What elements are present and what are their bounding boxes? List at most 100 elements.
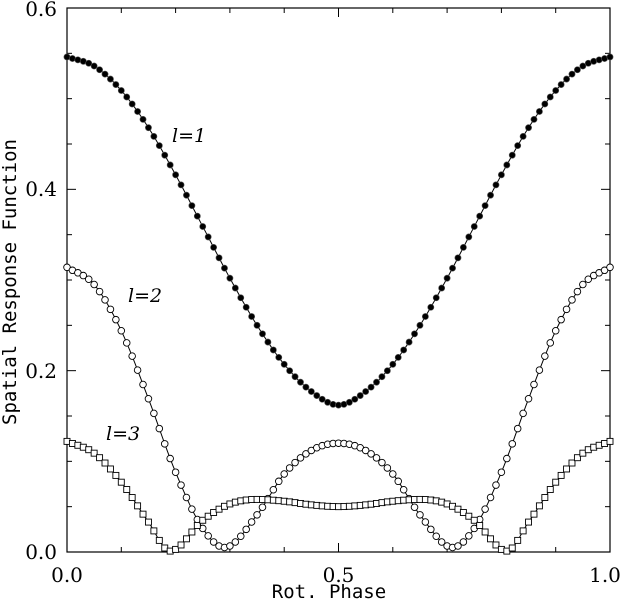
series-1-point [199, 223, 207, 230]
axis-ticks [66, 7, 611, 553]
series-2-point [361, 446, 370, 455]
series-1-point [519, 132, 527, 140]
series-2-point [144, 395, 153, 403]
series-1-point [107, 75, 114, 83]
series-2-point [530, 380, 538, 389]
series-label-l3: l=3 [106, 423, 140, 445]
series-1-point [546, 93, 554, 101]
series-1-point [373, 378, 380, 386]
series-1-point [470, 223, 478, 230]
series-2-point [427, 525, 435, 534]
series-2-point [269, 486, 278, 494]
series-1-point [150, 132, 158, 140]
series-3-point [101, 459, 109, 467]
series-label-l2: l=2 [128, 285, 162, 307]
series-1-point [438, 284, 446, 292]
series-1-point [280, 360, 288, 368]
series-2-point [421, 518, 430, 526]
series-2-point [562, 305, 571, 314]
series-2-point [226, 542, 234, 550]
series-2-point [84, 275, 93, 283]
series-1-point [552, 87, 560, 94]
series-2-point [280, 470, 288, 478]
series-1-point [128, 100, 136, 108]
series-1-point [291, 373, 299, 381]
series-1-point [459, 243, 467, 251]
series-3-point [481, 528, 489, 536]
series-3-point [199, 516, 207, 524]
series-1-point [606, 53, 614, 61]
series-2-point [389, 470, 397, 478]
series-1-point [269, 346, 277, 354]
series-3-point [144, 518, 152, 526]
series-1-point [188, 202, 196, 210]
series-3-point [183, 535, 190, 543]
series-3-point [470, 516, 478, 524]
series-2-point [231, 538, 240, 546]
series-2-point [378, 458, 386, 467]
series-1-point [383, 367, 391, 375]
series-3-point [546, 486, 554, 493]
x-tick-label-1: 0.5 [323, 563, 355, 587]
series-3-point [172, 545, 180, 553]
series-2-point [524, 395, 533, 403]
series-3-point [204, 512, 212, 520]
series-1-point [215, 254, 223, 262]
series-1-point [568, 70, 576, 78]
series-1-point [536, 108, 543, 115]
series-2-point [486, 493, 495, 502]
series-2-point [253, 511, 261, 519]
series-1-point [405, 338, 413, 346]
series-2-point [432, 532, 440, 540]
series-1-point [492, 181, 500, 189]
series-2-point [128, 352, 136, 360]
series-1-point [579, 62, 587, 70]
series-1-point [563, 75, 570, 83]
series-1-point [487, 191, 494, 199]
series-1-point [421, 313, 429, 320]
series-3-point [606, 437, 614, 445]
series-1-point [177, 181, 185, 189]
series-1-point [85, 59, 93, 67]
series-2-point [584, 275, 593, 283]
series-2-point [481, 505, 489, 513]
series-1-point [574, 66, 581, 74]
series-1-point [432, 294, 440, 302]
series-2-point [508, 440, 517, 448]
series-2-point [503, 454, 511, 463]
series-2-point [155, 424, 164, 433]
series-1-point [525, 124, 532, 132]
series-2-point [204, 532, 212, 540]
series-2-point [166, 454, 174, 463]
series-2-point [291, 458, 299, 467]
series-1-point [172, 171, 179, 179]
series-1-point [193, 212, 201, 220]
series-2-point [95, 287, 104, 296]
series-2-point [112, 315, 120, 324]
plot-frame [66, 7, 611, 553]
series-1-point [481, 202, 489, 210]
series-2-point [247, 518, 256, 526]
series-1-point [297, 378, 304, 386]
series-3-point [535, 502, 543, 510]
x-tick-label-0: 0.0 [51, 563, 83, 587]
series-2-point [139, 380, 147, 389]
series-3-point [525, 518, 532, 526]
series-1-point [134, 108, 141, 115]
series-3-point [459, 509, 467, 516]
series-1-point [259, 330, 266, 338]
series-1-point [367, 383, 375, 391]
series-2-point [242, 525, 250, 534]
series-1-point [497, 171, 505, 179]
series-1-point [248, 313, 256, 320]
series-3-point [508, 544, 516, 552]
series-1-point [508, 151, 516, 159]
series-1-point [530, 116, 538, 123]
series-3-point [573, 454, 581, 462]
series-1-point [204, 233, 212, 241]
series-1-point [389, 360, 397, 368]
series-1-point [427, 303, 435, 311]
series-1-point [443, 274, 451, 282]
series-1-point [145, 124, 152, 132]
series-3-point [177, 541, 185, 549]
